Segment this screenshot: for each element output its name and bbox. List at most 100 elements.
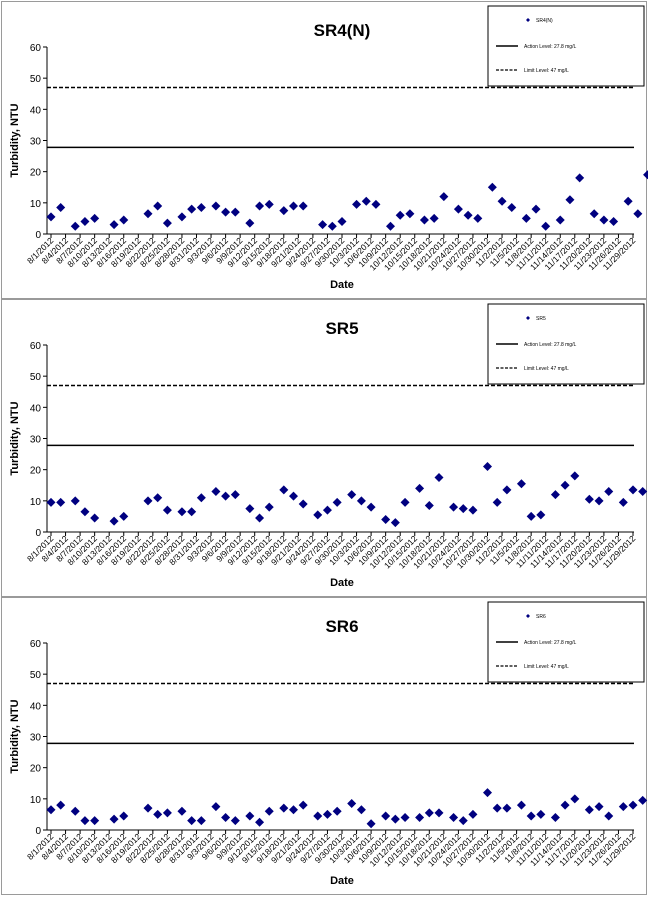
data-point (245, 218, 255, 228)
legend-marker (526, 614, 530, 618)
data-point (264, 806, 274, 816)
data-point (177, 806, 187, 816)
y-tick-label: 50 (30, 74, 42, 85)
chart-panel-sr5: SR5 Turbidity, NTU 0 10 20 30 40 50 60 8/1/2012 8/… (1, 299, 648, 597)
legend-limit-label: Limit Level: 47 mg/L (524, 664, 569, 670)
y-tick-label: 10 (30, 795, 42, 806)
y-axis-label: Turbidity, NTU (9, 401, 21, 475)
data-point (289, 491, 298, 501)
y-tick-label: 10 (30, 199, 42, 210)
data-point (332, 497, 342, 507)
chart-sr4n: SR4(N)Turbidity, NTU01020304050608/1/201… (9, 5, 648, 291)
y-tick-label: 40 (30, 105, 42, 116)
legend-series-label: SR6 (536, 614, 546, 620)
data-point (502, 803, 512, 813)
data-point (119, 215, 129, 225)
chart-panel-sr6: SR6 Turbidity, NTU 0 10 20 30 40 50 60 8/1/2012 8/… (1, 597, 648, 895)
legend-action-label: Action Level: 27.8 mg/L (524, 640, 576, 646)
data-point (322, 809, 332, 819)
data-point (119, 811, 129, 821)
data-point (536, 510, 546, 520)
data-point (415, 483, 425, 493)
data-point (347, 490, 357, 500)
chart-title: SR4(N) (314, 21, 371, 40)
data-point (90, 816, 100, 826)
data-point (211, 486, 221, 496)
data-point (162, 218, 172, 228)
data-point (536, 809, 546, 819)
y-tick-label: 20 (30, 168, 42, 179)
data-point (70, 496, 80, 506)
data-point (599, 215, 609, 225)
data-point (381, 515, 391, 525)
y-tick-label: 40 (30, 403, 42, 414)
data-point (109, 814, 119, 824)
data-point (473, 213, 483, 223)
data-point (221, 491, 231, 501)
data-point (492, 497, 502, 507)
data-point (628, 485, 638, 495)
data-point (487, 182, 497, 192)
data-point (143, 209, 153, 219)
data-point (313, 510, 323, 520)
data-point (618, 802, 628, 812)
data-point (187, 204, 197, 214)
data-point (550, 813, 560, 823)
y-axis-label: Turbidity, NTU (9, 103, 21, 177)
data-point (560, 480, 570, 490)
data-point (594, 496, 604, 506)
data-point (356, 496, 366, 506)
y-tick-label: 20 (30, 764, 42, 775)
data-point (298, 499, 308, 509)
data-point (366, 819, 376, 829)
data-point (570, 471, 580, 481)
y-tick-label: 0 (35, 230, 41, 241)
data-point (46, 212, 56, 222)
data-point (589, 209, 599, 219)
data-point (449, 502, 459, 512)
data-point (405, 209, 415, 219)
data-point (356, 805, 366, 815)
data-point (264, 502, 274, 512)
data-point (230, 207, 240, 217)
data-point (255, 201, 265, 211)
data-point (386, 221, 395, 231)
data-point (187, 816, 197, 826)
data-point (337, 217, 347, 227)
data-point (298, 201, 308, 211)
data-point (211, 201, 221, 211)
data-point (623, 196, 633, 206)
data-point (415, 813, 425, 823)
data-point (638, 486, 648, 496)
data-point (458, 504, 468, 514)
data-point (483, 462, 492, 472)
data-point (245, 811, 255, 821)
data-point (463, 210, 473, 220)
data-point (492, 803, 502, 813)
data-point (153, 201, 163, 211)
data-point (434, 808, 444, 818)
data-point (483, 788, 492, 798)
data-point (468, 505, 478, 515)
data-point (453, 204, 463, 214)
data-point (521, 213, 531, 223)
data-point (424, 501, 434, 511)
data-point (565, 195, 575, 205)
data-point (526, 811, 536, 821)
data-point (70, 806, 80, 816)
data-point (434, 472, 444, 482)
legend: SR4(N) Action Level: 27.8 mg/L Limit Level… (487, 5, 645, 87)
data-point (526, 511, 536, 521)
y-tick-label: 50 (30, 372, 42, 383)
y-tick-label: 20 (30, 466, 42, 477)
data-point (502, 485, 512, 495)
y-tick-label: 60 (30, 43, 42, 54)
data-point (366, 502, 376, 512)
legend-limit-label: Limit Level: 47 mg/L (524, 68, 569, 74)
data-point (497, 196, 507, 206)
data-point (46, 805, 56, 815)
legend: SR5 Action Level: 27.8 mg/L Limit Level: 4… (487, 303, 645, 385)
data-point (177, 212, 187, 222)
